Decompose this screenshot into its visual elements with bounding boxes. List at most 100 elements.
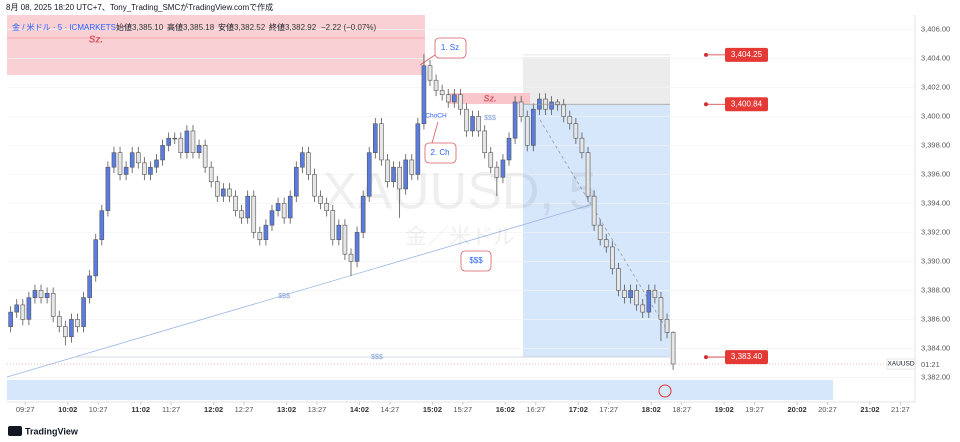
candle-body [652, 290, 658, 298]
y-tick-label: 3,382.00 [921, 372, 950, 381]
x-tick-label: 15:02 [423, 405, 442, 414]
candle-body [148, 166, 153, 175]
trend-line [6, 204, 591, 378]
x-tick-label: 11:02 [131, 405, 150, 414]
liquidity-label: $$$ [469, 256, 483, 265]
candle-body [597, 224, 603, 240]
zone-label-2: Sz. [483, 93, 496, 103]
candle-body [658, 297, 664, 320]
candle-body [385, 159, 390, 182]
candle-body [585, 152, 591, 197]
choch-label: ChoCH [425, 113, 447, 120]
candle-body [610, 246, 615, 269]
level-dot [704, 102, 708, 107]
x-tick-label: 11:27 [162, 405, 180, 414]
candle-body [269, 210, 275, 226]
candle-body [458, 94, 463, 110]
alert-icon [658, 384, 672, 398]
candle-body [257, 232, 263, 240]
level-box [725, 97, 768, 112]
candle-body [8, 311, 13, 327]
candle-body [184, 130, 190, 153]
candle-body [56, 316, 62, 327]
candle-body [445, 94, 451, 103]
callout-1: 1. Sz [441, 43, 459, 52]
liquidity-label: $$$ [371, 354, 383, 361]
x-tick-label: 14:27 [381, 405, 400, 414]
candle-body [561, 104, 567, 117]
y-tick-label: 3,404.00 [921, 53, 950, 62]
y-tick-label: 3,396.00 [921, 169, 950, 178]
candle-body [227, 188, 232, 197]
candle-body [318, 195, 323, 204]
target-area [523, 105, 670, 357]
candle-body [81, 297, 86, 327]
candle-body [154, 159, 159, 168]
candle-body [591, 195, 597, 226]
x-tick-label: 18:27 [672, 405, 691, 414]
candle-body [421, 65, 427, 125]
candle-body [178, 137, 184, 153]
stop-area [523, 57, 670, 105]
symbol-tag: XAUUSD [887, 361, 914, 368]
x-tick-label: 19:27 [745, 405, 764, 414]
legend-close-label: 終値 [269, 22, 285, 32]
y-tick-label: 3,384.00 [921, 343, 950, 352]
candle-body [287, 195, 293, 219]
bottom-strip [7, 380, 833, 400]
candle-body [166, 137, 171, 146]
candle-body [26, 297, 32, 320]
legend-high: 3,385.18 [183, 23, 215, 32]
brand-logo [8, 426, 22, 436]
zone-label: Sz. [89, 35, 103, 46]
candle-body [622, 290, 627, 298]
candle-body [464, 108, 469, 132]
y-tick-label: 3,388.00 [921, 285, 950, 294]
candle-body [135, 152, 141, 164]
candle-body [646, 290, 652, 313]
y-tick-label: 3,392.00 [921, 227, 950, 236]
candle-body [360, 195, 366, 233]
x-tick-label: 16:27 [526, 405, 545, 414]
candle-body [342, 224, 348, 255]
x-tick-label: 21:27 [891, 405, 910, 414]
x-tick-label: 15:27 [453, 405, 472, 414]
candle-body [397, 166, 402, 190]
x-tick-label: 09:27 [16, 405, 35, 414]
candle-body [263, 224, 269, 240]
candle-body [506, 137, 512, 161]
candle-body [579, 137, 585, 153]
candle-body [366, 152, 372, 197]
candle-body [573, 123, 579, 139]
legend-change: −2.22 (−0.07%) [321, 23, 376, 32]
candle-body [664, 319, 670, 333]
y-tick-label: 3,394.00 [921, 198, 950, 207]
candle-body [433, 79, 439, 91]
candle-body [111, 152, 117, 168]
y-tick-label: 3,400.00 [921, 111, 950, 120]
candle-body [670, 332, 676, 365]
candle-body [452, 94, 457, 103]
candle-body [354, 232, 360, 262]
candle-body [634, 290, 639, 306]
candle-body [373, 123, 378, 153]
candle-body [312, 174, 317, 197]
y-tick-label: 3,386.00 [921, 314, 950, 323]
candle-body [275, 203, 281, 211]
candle-body [531, 108, 536, 146]
callout-pointer [431, 121, 439, 144]
x-tick-label: 17:27 [599, 405, 618, 414]
candle-body [105, 166, 111, 211]
candle-body [300, 152, 305, 168]
candle-body [567, 116, 573, 125]
x-tick-label: 20:02 [787, 405, 806, 414]
candle-body [476, 116, 481, 132]
candle-body [196, 145, 202, 153]
x-tick-label: 20:27 [818, 405, 837, 414]
candle-body [245, 195, 250, 219]
candle-body [549, 101, 554, 110]
liquidity-box [460, 250, 492, 272]
candle-body [512, 101, 518, 139]
callout-box [434, 37, 467, 59]
legend-open-label: 始値 [116, 22, 132, 32]
